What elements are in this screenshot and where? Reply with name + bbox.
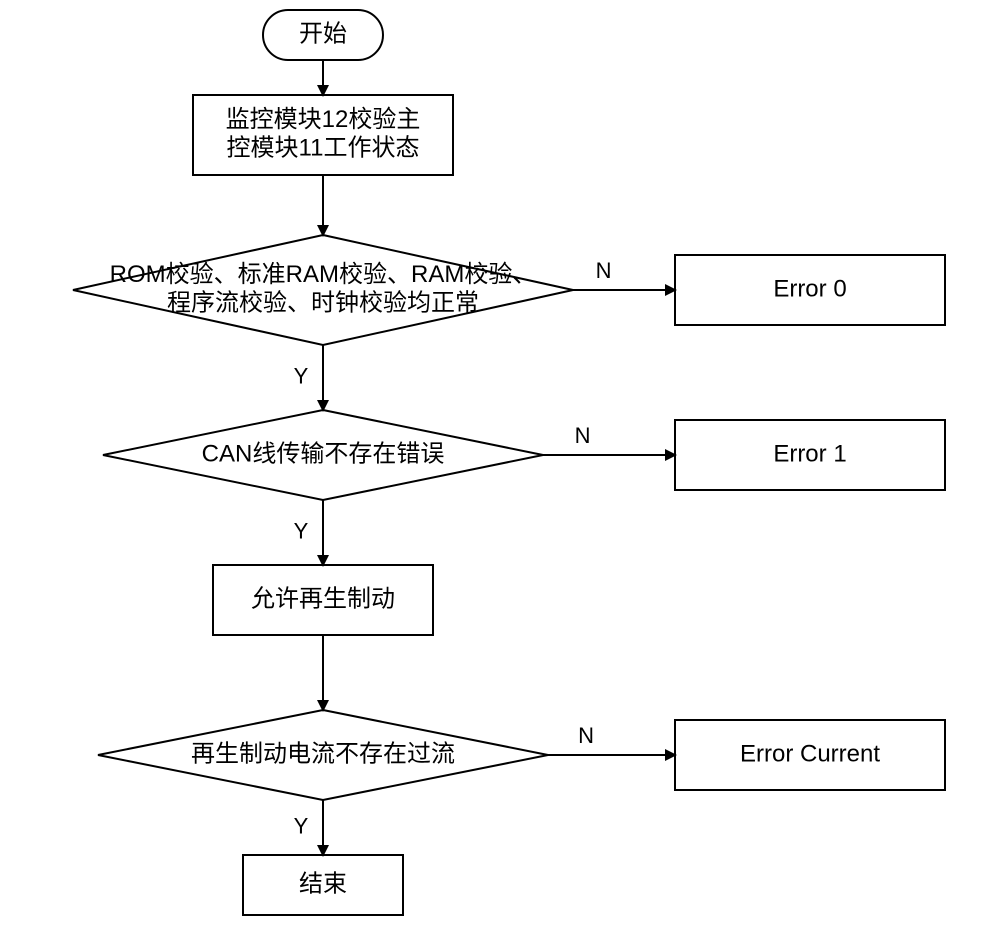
svg-text:开始: 开始 xyxy=(299,20,347,47)
svg-text:允许再生制动: 允许再生制动 xyxy=(251,585,395,612)
flowchart-svg: 开始监控模块12校验主控模块11工作状态 ROM校验、标准RAM校验、RAM校验、… xyxy=(0,0,1000,938)
svg-text:Error 1: Error 1 xyxy=(773,440,846,467)
svg-text:控模块11工作状态: 控模块11工作状态 xyxy=(227,135,420,162)
svg-text:Error 0: Error 0 xyxy=(773,275,846,302)
svg-text:再生制动电流不存在过流: 再生制动电流不存在过流 xyxy=(191,740,455,767)
edge-label: N xyxy=(578,723,594,748)
edge-label: Y xyxy=(294,519,309,544)
edge-label: N xyxy=(575,423,591,448)
svg-text:CAN线传输不存在错误: CAN线传输不存在错误 xyxy=(202,440,445,467)
svg-text:Error Current: Error Current xyxy=(740,740,880,767)
edge-label: N xyxy=(596,258,612,283)
edge-label: Y xyxy=(294,814,309,839)
svg-text:监控模块12校验主: 监控模块12校验主 xyxy=(226,106,421,133)
svg-text:程序流校验、时钟校验均正常: 程序流校验、时钟校验均正常 xyxy=(167,290,479,317)
edge-label: Y xyxy=(294,364,309,389)
svg-text:结束: 结束 xyxy=(299,870,347,897)
svg-text:ROM校验、标准RAM校验、RAM校验、: ROM校验、标准RAM校验、RAM校验、 xyxy=(110,261,537,288)
